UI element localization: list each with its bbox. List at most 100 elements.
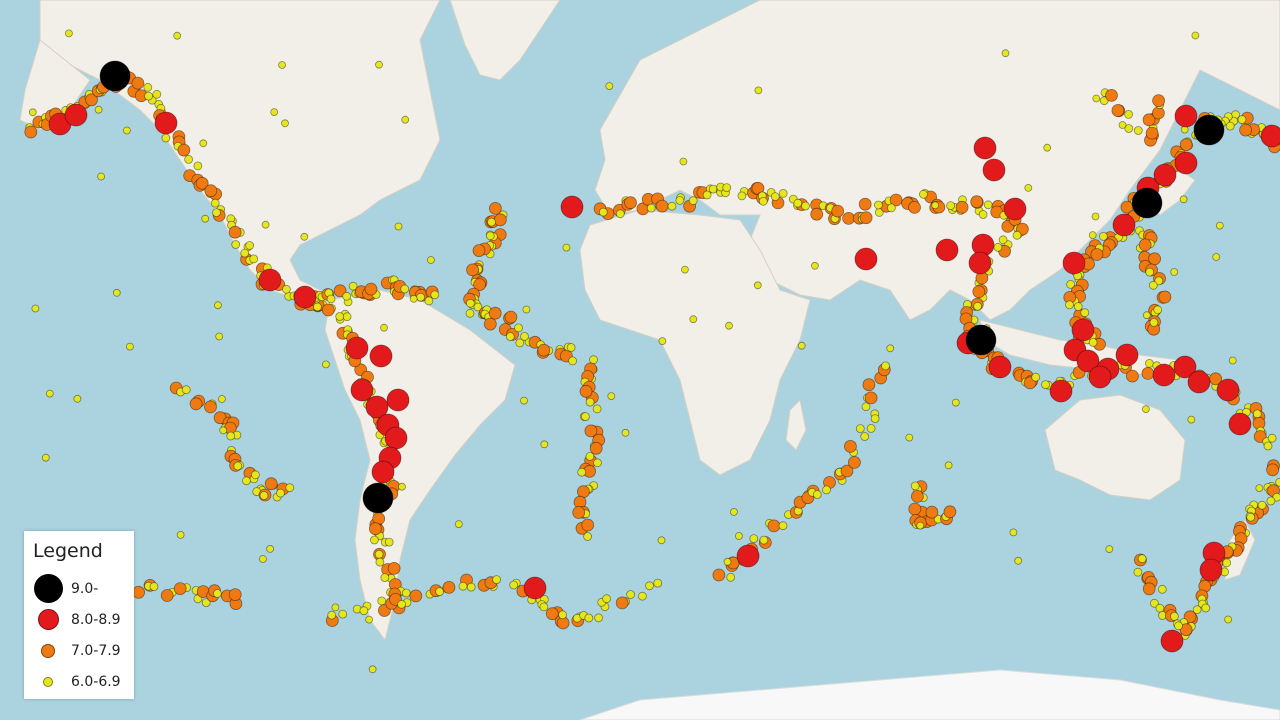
quake-marker-7 — [472, 244, 486, 258]
quake-marker-7 — [173, 582, 187, 595]
quake-marker-6 — [285, 483, 295, 493]
quake-marker-6 — [1065, 300, 1074, 310]
quake-marker-6 — [598, 207, 608, 217]
quake-marker-6 — [1088, 231, 1097, 240]
legend-label: 7.0-7.9 — [71, 642, 121, 659]
quake-marker-8 — [1173, 355, 1197, 379]
quake-marker-6 — [607, 392, 616, 401]
quake-marker-7 — [409, 589, 423, 603]
quake-marker-6 — [1031, 372, 1041, 382]
quake-marker-6 — [887, 203, 896, 213]
quake-marker-7 — [1239, 123, 1252, 137]
quake-marker-6 — [1225, 121, 1235, 131]
quake-marker-6 — [725, 321, 733, 330]
quake-marker-7 — [972, 285, 986, 299]
legend-item-mag6: 6.0-6.9 — [33, 666, 126, 697]
quake-marker-6 — [515, 338, 525, 348]
quake-marker-7 — [1152, 94, 1165, 107]
quake-marker-6 — [380, 573, 390, 582]
quake-marker-6 — [231, 240, 241, 249]
quake-marker-7 — [85, 93, 98, 107]
quake-marker-7 — [1090, 248, 1104, 261]
quake-marker-6 — [657, 536, 666, 545]
quake-marker-8 — [386, 388, 410, 412]
quake-marker-8 — [968, 251, 992, 275]
quake-marker-7 — [333, 284, 347, 298]
quake-marker-6 — [487, 217, 496, 227]
quake-marker-6 — [993, 242, 1003, 252]
quake-marker-7 — [177, 143, 191, 157]
quake-marker-6 — [359, 606, 369, 616]
madagascar — [785, 398, 807, 451]
quake-marker-6 — [270, 108, 279, 116]
quake-marker-6 — [28, 108, 37, 117]
quake-marker-6 — [335, 312, 345, 321]
quake-marker-7 — [655, 199, 669, 213]
quake-marker-6 — [558, 610, 567, 620]
quake-marker-7 — [545, 607, 559, 621]
quake-marker-7 — [1145, 126, 1159, 140]
quake-marker-6 — [73, 394, 82, 403]
quake-marker-8 — [1199, 558, 1223, 582]
quake-marker-6 — [212, 208, 221, 218]
quake-marker-6 — [1174, 621, 1183, 631]
quake-marker-6 — [1142, 405, 1150, 414]
quake-marker-6 — [97, 172, 105, 181]
quake-marker-6 — [342, 312, 352, 322]
quake-marker-6 — [910, 481, 920, 491]
quake-marker-7 — [911, 489, 924, 503]
quake-marker-6 — [1012, 230, 1022, 240]
quake-marker-6 — [266, 545, 275, 553]
quake-marker-6 — [144, 91, 154, 101]
quake-marker-6 — [602, 594, 611, 604]
quake-marker-6 — [1133, 126, 1143, 135]
quake-marker-7 — [584, 424, 598, 438]
quake-marker-7 — [1126, 369, 1139, 383]
quake-marker-6 — [1024, 183, 1033, 192]
quake-marker-6 — [778, 521, 788, 531]
australia — [1044, 394, 1186, 501]
quake-marker-6 — [797, 341, 806, 350]
quake-marker-6 — [1133, 567, 1143, 577]
quake-marker-6 — [454, 520, 463, 528]
quake-marker-6 — [1041, 380, 1050, 390]
quake-marker-6 — [689, 315, 698, 324]
quake-marker-6 — [822, 485, 831, 495]
quake-marker-6 — [1091, 212, 1100, 221]
quake-marker-6 — [1154, 276, 1164, 286]
quake-marker-7 — [204, 400, 217, 414]
quake-marker-8 — [1003, 197, 1027, 221]
quake-marker-6 — [626, 590, 635, 599]
quake-marker-6 — [1153, 305, 1163, 315]
quake-marker-6 — [1124, 110, 1133, 119]
quake-marker-6 — [638, 591, 647, 601]
quake-marker-8 — [1174, 104, 1198, 128]
quake-marker-8 — [1115, 343, 1139, 367]
quake-marker-6 — [1043, 143, 1052, 152]
quake-marker-6 — [281, 119, 289, 128]
quake-marker-7 — [624, 196, 637, 210]
quake-marker-6 — [726, 572, 736, 582]
quake-marker-6 — [94, 105, 103, 114]
quake-marker-7 — [615, 596, 629, 610]
quake-marker-7 — [858, 197, 872, 211]
quake-marker-6 — [1157, 584, 1167, 594]
quake-marker-6 — [321, 360, 330, 369]
legend-item-mag7: 7.0-7.9 — [33, 635, 126, 666]
quake-marker-6 — [1246, 512, 1256, 522]
quake-marker-6 — [409, 294, 418, 303]
quake-marker-6 — [348, 281, 358, 291]
quake-marker-6 — [702, 190, 712, 200]
quake-marker-6 — [278, 61, 287, 69]
quake-marker-7 — [493, 213, 507, 227]
quake-marker-6 — [615, 209, 625, 219]
quake-marker-6 — [1170, 268, 1179, 276]
quake-marker-6 — [946, 201, 955, 211]
quake-marker-7 — [943, 505, 957, 519]
quake-marker-7 — [228, 225, 242, 239]
quake-marker-7 — [1111, 104, 1125, 117]
quake-marker-6 — [1222, 558, 1232, 568]
quake-marker-6 — [1255, 484, 1264, 493]
quake-marker-6 — [577, 467, 587, 477]
